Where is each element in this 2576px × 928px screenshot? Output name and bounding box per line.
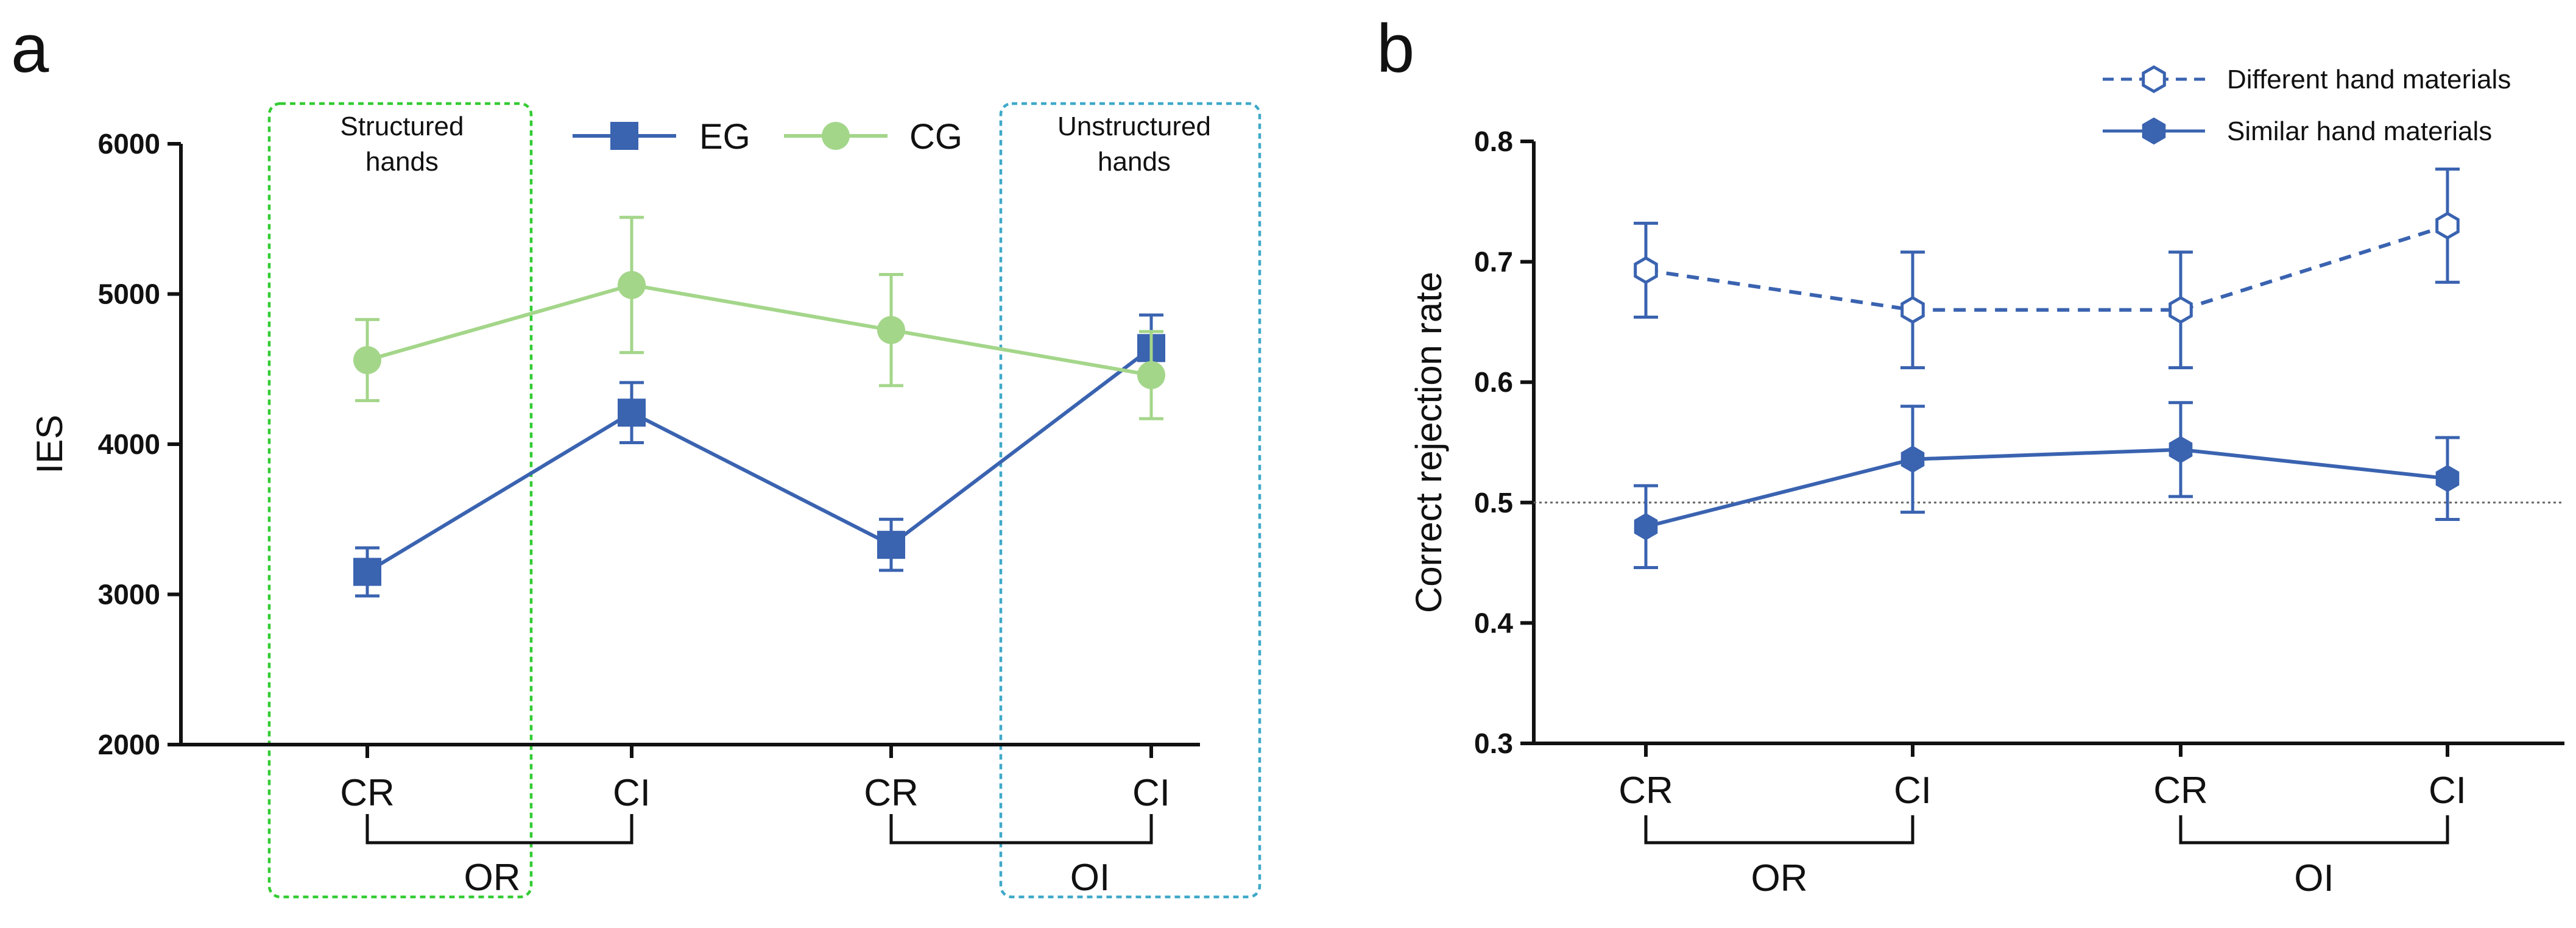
data-point-similar-hand-materials [2435, 464, 2460, 492]
data-point-cg [618, 271, 646, 299]
unstructured-hands-box [999, 102, 1262, 899]
data-point-eg [877, 531, 905, 559]
data-point-similar-hand-materials [2168, 436, 2193, 464]
data-point-different-hand-materials [2435, 211, 2460, 240]
panel-b-y-label: Correct rejection rate [1408, 272, 1449, 613]
series-line-different-hand-materials [1645, 224, 2448, 312]
series-line-similar-hand-materials [1645, 447, 2448, 529]
group-label: OI [1070, 857, 1110, 899]
group-label: OR [1751, 857, 1808, 899]
data-point-eg [353, 558, 381, 586]
legend-cg-marker [822, 122, 850, 150]
data-point-eg [618, 398, 646, 427]
series-line-cg [367, 283, 1152, 377]
panel-b-groups: OR OI [1644, 815, 2449, 899]
x-tick-label: CR [1618, 770, 1673, 812]
structured-hands-label-line1: Structured [341, 112, 464, 141]
group-label: OI [2294, 857, 2334, 899]
group-bracket [2179, 815, 2449, 845]
y-tick-label: 0.5 [1474, 487, 1513, 519]
data-point-similar-hand-materials [1634, 512, 1658, 540]
x-tick-label: CI [1132, 772, 1170, 814]
group-label: OR [464, 857, 521, 899]
x-tick-label: CI [613, 772, 651, 814]
x-tick-label: CI [2429, 770, 2466, 812]
group-bracket [1644, 815, 1914, 845]
panel-a-legend: EG CG [573, 117, 962, 157]
unstructured-hands-label-line2: hands [1098, 147, 1171, 177]
data-point-different-hand-materials [1900, 296, 1925, 324]
x-tick-label: CR [340, 772, 395, 814]
legend-eg-marker [610, 122, 638, 150]
panel-b-legend: Different hand materials Similar hand ma… [2103, 65, 2511, 146]
y-tick-label: 0.8 [1474, 126, 1513, 157]
panel-a-y-ticks: 2000 3000 4000 5000 6000 [98, 128, 181, 760]
y-tick-label: 0.7 [1474, 246, 1513, 278]
data-point-different-hand-materials [1634, 256, 1658, 285]
data-point-cg [877, 316, 905, 344]
panel-a-categories: CR CI CR CI [340, 745, 1170, 814]
panel-b-letter: b [1377, 10, 1414, 87]
x-tick-label: CI [1894, 770, 1932, 812]
structured-hands-label-line2: hands [365, 147, 439, 177]
x-tick-label: CR [2153, 770, 2208, 812]
group-bracket [889, 814, 1153, 845]
legend-similar-label: Similar hand materials [2227, 116, 2492, 146]
panel-a-y-label: IES [29, 415, 70, 474]
y-tick-label: 5000 [98, 278, 160, 310]
panel-a-groups: OR OI [365, 814, 1153, 899]
panel-a-letter: a [11, 10, 49, 87]
y-tick-label: 3000 [98, 579, 160, 611]
y-tick-label: 2000 [98, 729, 160, 760]
series-line-eg [366, 346, 1152, 574]
group-bracket [365, 814, 633, 845]
legend-different-marker [2142, 65, 2166, 93]
panel-b-plot [1634, 167, 2460, 570]
unstructured-hands-label-line1: Unstructured [1057, 112, 1211, 141]
y-tick-label: 0.4 [1474, 607, 1513, 639]
legend-different-label: Different hand materials [2227, 65, 2511, 94]
panel-a: a Structured hands Unstructured hands 20… [11, 10, 1262, 899]
data-point-cg [1137, 361, 1165, 389]
legend-similar-marker [2142, 117, 2166, 145]
data-point-different-hand-materials [2168, 296, 2193, 324]
legend-cg-label: CG [909, 117, 962, 157]
data-point-cg [353, 345, 381, 374]
panel-b-categories: CR CI CR CI [1618, 743, 2466, 812]
y-tick-label: 0.6 [1474, 366, 1513, 398]
panel-b-y-ticks: 0.3 0.4 0.5 0.6 0.7 0.8 [1474, 126, 1534, 759]
panel-b: b 0.3 0.4 0.5 0.6 0.7 0.8 Correct rejection r… [1377, 10, 2564, 899]
y-tick-label: 0.3 [1474, 728, 1513, 759]
structured-hands-box [267, 102, 533, 899]
y-tick-label: 4000 [98, 428, 160, 460]
x-tick-label: CR [864, 772, 919, 814]
data-point-similar-hand-materials [1900, 445, 1925, 473]
legend-eg-label: EG [699, 117, 750, 157]
y-tick-label: 6000 [98, 128, 160, 160]
panel-a-plot [353, 216, 1165, 598]
